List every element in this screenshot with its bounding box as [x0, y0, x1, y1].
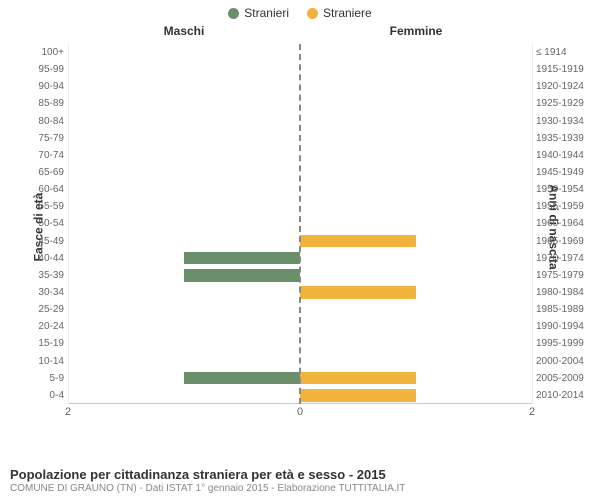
age-label: 10-14	[14, 356, 64, 367]
bar-male	[184, 252, 300, 264]
age-label: 5-9	[14, 373, 64, 384]
age-label: 55-59	[14, 201, 64, 212]
birth-year-label: 1970-1974	[536, 253, 594, 264]
birth-year-label: 1975-1979	[536, 270, 594, 281]
bar-male	[184, 372, 300, 384]
age-label: 40-44	[14, 253, 64, 264]
x-axis: 2 0 2	[68, 406, 532, 422]
bar-female	[300, 286, 416, 298]
age-label: 95-99	[14, 64, 64, 75]
x-tick: 0	[297, 406, 303, 418]
birth-year-label: 1940-1944	[536, 150, 594, 161]
legend-label-male: Stranieri	[244, 6, 289, 20]
legend-item-female: Straniere	[307, 6, 372, 20]
legend: Stranieri Straniere	[0, 0, 600, 20]
age-label: 65-69	[14, 167, 64, 178]
center-axis	[299, 44, 301, 404]
age-label: 20-24	[14, 321, 64, 332]
x-tick: 2	[65, 406, 71, 418]
age-label: 15-19	[14, 338, 64, 349]
birth-year-label: 1960-1964	[536, 218, 594, 229]
birth-year-label: 1995-1999	[536, 338, 594, 349]
age-label: 35-39	[14, 270, 64, 281]
birth-year-label: 1950-1954	[536, 184, 594, 195]
age-label: 80-84	[14, 116, 64, 127]
age-label: 60-64	[14, 184, 64, 195]
swatch-male	[228, 8, 239, 19]
legend-label-female: Straniere	[323, 6, 372, 20]
birth-year-label: 1965-1969	[536, 236, 594, 247]
birth-year-label: 1980-1984	[536, 287, 594, 298]
birth-year-label: 1935-1939	[536, 133, 594, 144]
birth-year-label: 1990-1994	[536, 321, 594, 332]
birth-year-label: 1955-1959	[536, 201, 594, 212]
x-tick: 2	[529, 406, 535, 418]
birth-year-label: ≤ 1914	[536, 47, 594, 58]
age-label: 75-79	[14, 133, 64, 144]
plot-area: 100+≤ 191495-991915-191990-941920-192485…	[68, 44, 532, 404]
age-label: 25-29	[14, 304, 64, 315]
birth-year-label: 1925-1929	[536, 98, 594, 109]
population-pyramid: Maschi Femmine Fasce di età Anni di nasc…	[0, 22, 600, 432]
age-label: 100+	[14, 47, 64, 58]
age-label: 70-74	[14, 150, 64, 161]
birth-year-label: 2000-2004	[536, 356, 594, 367]
column-headers: Maschi Femmine	[68, 24, 532, 42]
footer: Popolazione per cittadinanza straniera p…	[10, 467, 590, 494]
birth-year-label: 2005-2009	[536, 373, 594, 384]
legend-item-male: Stranieri	[228, 6, 289, 20]
col-header-male: Maschi	[68, 24, 300, 42]
birth-year-label: 2010-2014	[536, 390, 594, 401]
birth-year-label: 1915-1919	[536, 64, 594, 75]
chart-subtitle: COMUNE DI GRAUNO (TN) - Dati ISTAT 1° ge…	[10, 483, 590, 494]
chart-title: Popolazione per cittadinanza straniera p…	[10, 467, 590, 482]
age-label: 50-54	[14, 218, 64, 229]
age-label: 85-89	[14, 98, 64, 109]
swatch-female	[307, 8, 318, 19]
age-label: 30-34	[14, 287, 64, 298]
birth-year-label: 1930-1934	[536, 116, 594, 127]
age-label: 45-49	[14, 236, 64, 247]
birth-year-label: 1920-1924	[536, 81, 594, 92]
bar-male	[184, 269, 300, 281]
bar-female	[300, 235, 416, 247]
bar-female	[300, 389, 416, 401]
age-label: 0-4	[14, 390, 64, 401]
bar-female	[300, 372, 416, 384]
birth-year-label: 1945-1949	[536, 167, 594, 178]
age-label: 90-94	[14, 81, 64, 92]
birth-year-label: 1985-1989	[536, 304, 594, 315]
col-header-female: Femmine	[300, 24, 532, 42]
